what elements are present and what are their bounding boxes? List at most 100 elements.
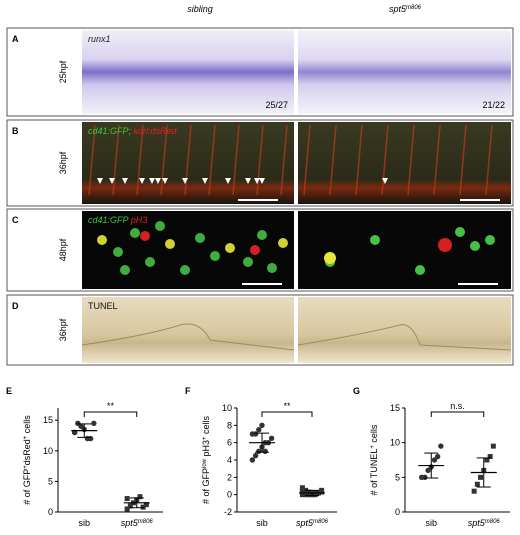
text-run: cells — [369, 424, 379, 445]
vessel — [433, 124, 441, 196]
vessel — [232, 124, 240, 196]
micrograph — [82, 30, 294, 114]
stain-label: runx1 — [88, 34, 111, 44]
data-point — [299, 492, 305, 498]
vessel — [88, 124, 96, 196]
y-tick-label: 15 — [43, 415, 53, 425]
text-run: cells — [22, 415, 32, 436]
cell — [278, 238, 288, 248]
vessel — [459, 124, 467, 196]
significance-bracket — [83, 411, 138, 417]
text-run: # of TUNEL — [369, 449, 379, 496]
x-tick-label: spt5m806 — [121, 518, 154, 528]
x-tick-label: spt5m806 — [296, 518, 329, 528]
arrowhead — [382, 178, 388, 184]
text-run: cells — [201, 415, 211, 436]
cell — [470, 241, 480, 251]
y-tick-label: 10 — [222, 403, 232, 413]
micrograph — [82, 297, 294, 363]
text-run: + — [23, 465, 29, 469]
data-point — [490, 443, 496, 449]
data-point — [252, 452, 259, 459]
data-point — [312, 492, 318, 498]
text-run: pH3 — [201, 440, 211, 459]
cell — [225, 243, 235, 253]
data-point — [252, 431, 259, 437]
text-run: spt5 — [468, 518, 486, 528]
data-point — [87, 435, 94, 442]
cell — [485, 235, 495, 245]
micrograph — [298, 122, 511, 204]
data-point — [124, 496, 130, 502]
arrowhead — [122, 178, 128, 184]
cell — [438, 238, 452, 252]
y-tick-label: 5 — [395, 472, 400, 482]
cell — [97, 235, 107, 245]
data-point — [249, 457, 256, 463]
y-tick-label: 0 — [227, 490, 232, 500]
data-point — [478, 474, 484, 480]
text-run: sib — [78, 518, 90, 528]
text-run: # of GFP — [22, 469, 32, 505]
y-tick-label: 0 — [48, 507, 53, 517]
x-tick-label: sib — [78, 518, 90, 528]
x-tick-label: spt5m806 — [468, 518, 501, 528]
data-point — [422, 474, 428, 481]
x-tick-label: sib — [256, 518, 268, 528]
vessel — [160, 124, 168, 196]
text-run: dsRed — [22, 439, 32, 465]
cell — [250, 245, 260, 255]
data-point — [91, 420, 97, 426]
count-label: 21/22 — [482, 100, 505, 110]
image-panels — [6, 27, 514, 366]
vessel — [381, 124, 389, 196]
stage-label: 25hpf — [58, 60, 68, 83]
text-run: # of GFP — [201, 468, 211, 504]
text-run: cd41:GFP; — [88, 126, 134, 136]
arrowhead — [109, 178, 115, 184]
arrowhead — [97, 178, 103, 184]
text-run: low — [202, 458, 208, 468]
text-run: + — [23, 435, 29, 439]
text-run: spt5 — [296, 518, 314, 528]
vessel — [208, 124, 216, 196]
significance-bracket — [261, 411, 313, 417]
cell — [140, 231, 150, 241]
micrograph — [298, 211, 511, 289]
cell — [180, 265, 190, 275]
data-point — [303, 492, 309, 498]
cell — [120, 265, 130, 275]
stain-label: cd41:GFP; kdrl:dsRed — [88, 126, 178, 136]
cell — [324, 252, 336, 264]
micrograph — [298, 297, 511, 363]
data-point — [319, 487, 325, 493]
panel-label: G — [353, 386, 360, 396]
y-tick-label: 10 — [390, 438, 400, 448]
vessel — [485, 124, 493, 196]
text-run: sib — [256, 518, 268, 528]
data-point — [137, 494, 143, 500]
vessel — [329, 124, 337, 196]
data-point — [487, 454, 493, 460]
text-run: + — [370, 445, 376, 449]
vessel — [280, 124, 288, 196]
data-point — [256, 426, 262, 433]
data-point — [268, 435, 275, 442]
count-label: 25/27 — [265, 100, 288, 110]
vessel — [407, 124, 415, 196]
vessel — [136, 124, 144, 196]
y-axis-label: # of TUNEL+ cells — [369, 424, 379, 495]
cell — [155, 221, 165, 231]
stain-label: TUNEL — [88, 301, 118, 311]
stage-label: 36hpf — [58, 318, 68, 341]
y-tick-label: -2 — [224, 507, 232, 517]
vessel — [303, 124, 311, 196]
cell — [145, 257, 155, 267]
data-point — [484, 457, 490, 463]
data-point — [127, 503, 133, 509]
column-header: spt5m806 — [389, 4, 422, 14]
cell — [257, 230, 267, 240]
arrowhead — [259, 178, 265, 184]
text-run: sib — [425, 518, 437, 528]
panel-label: E — [6, 386, 12, 396]
